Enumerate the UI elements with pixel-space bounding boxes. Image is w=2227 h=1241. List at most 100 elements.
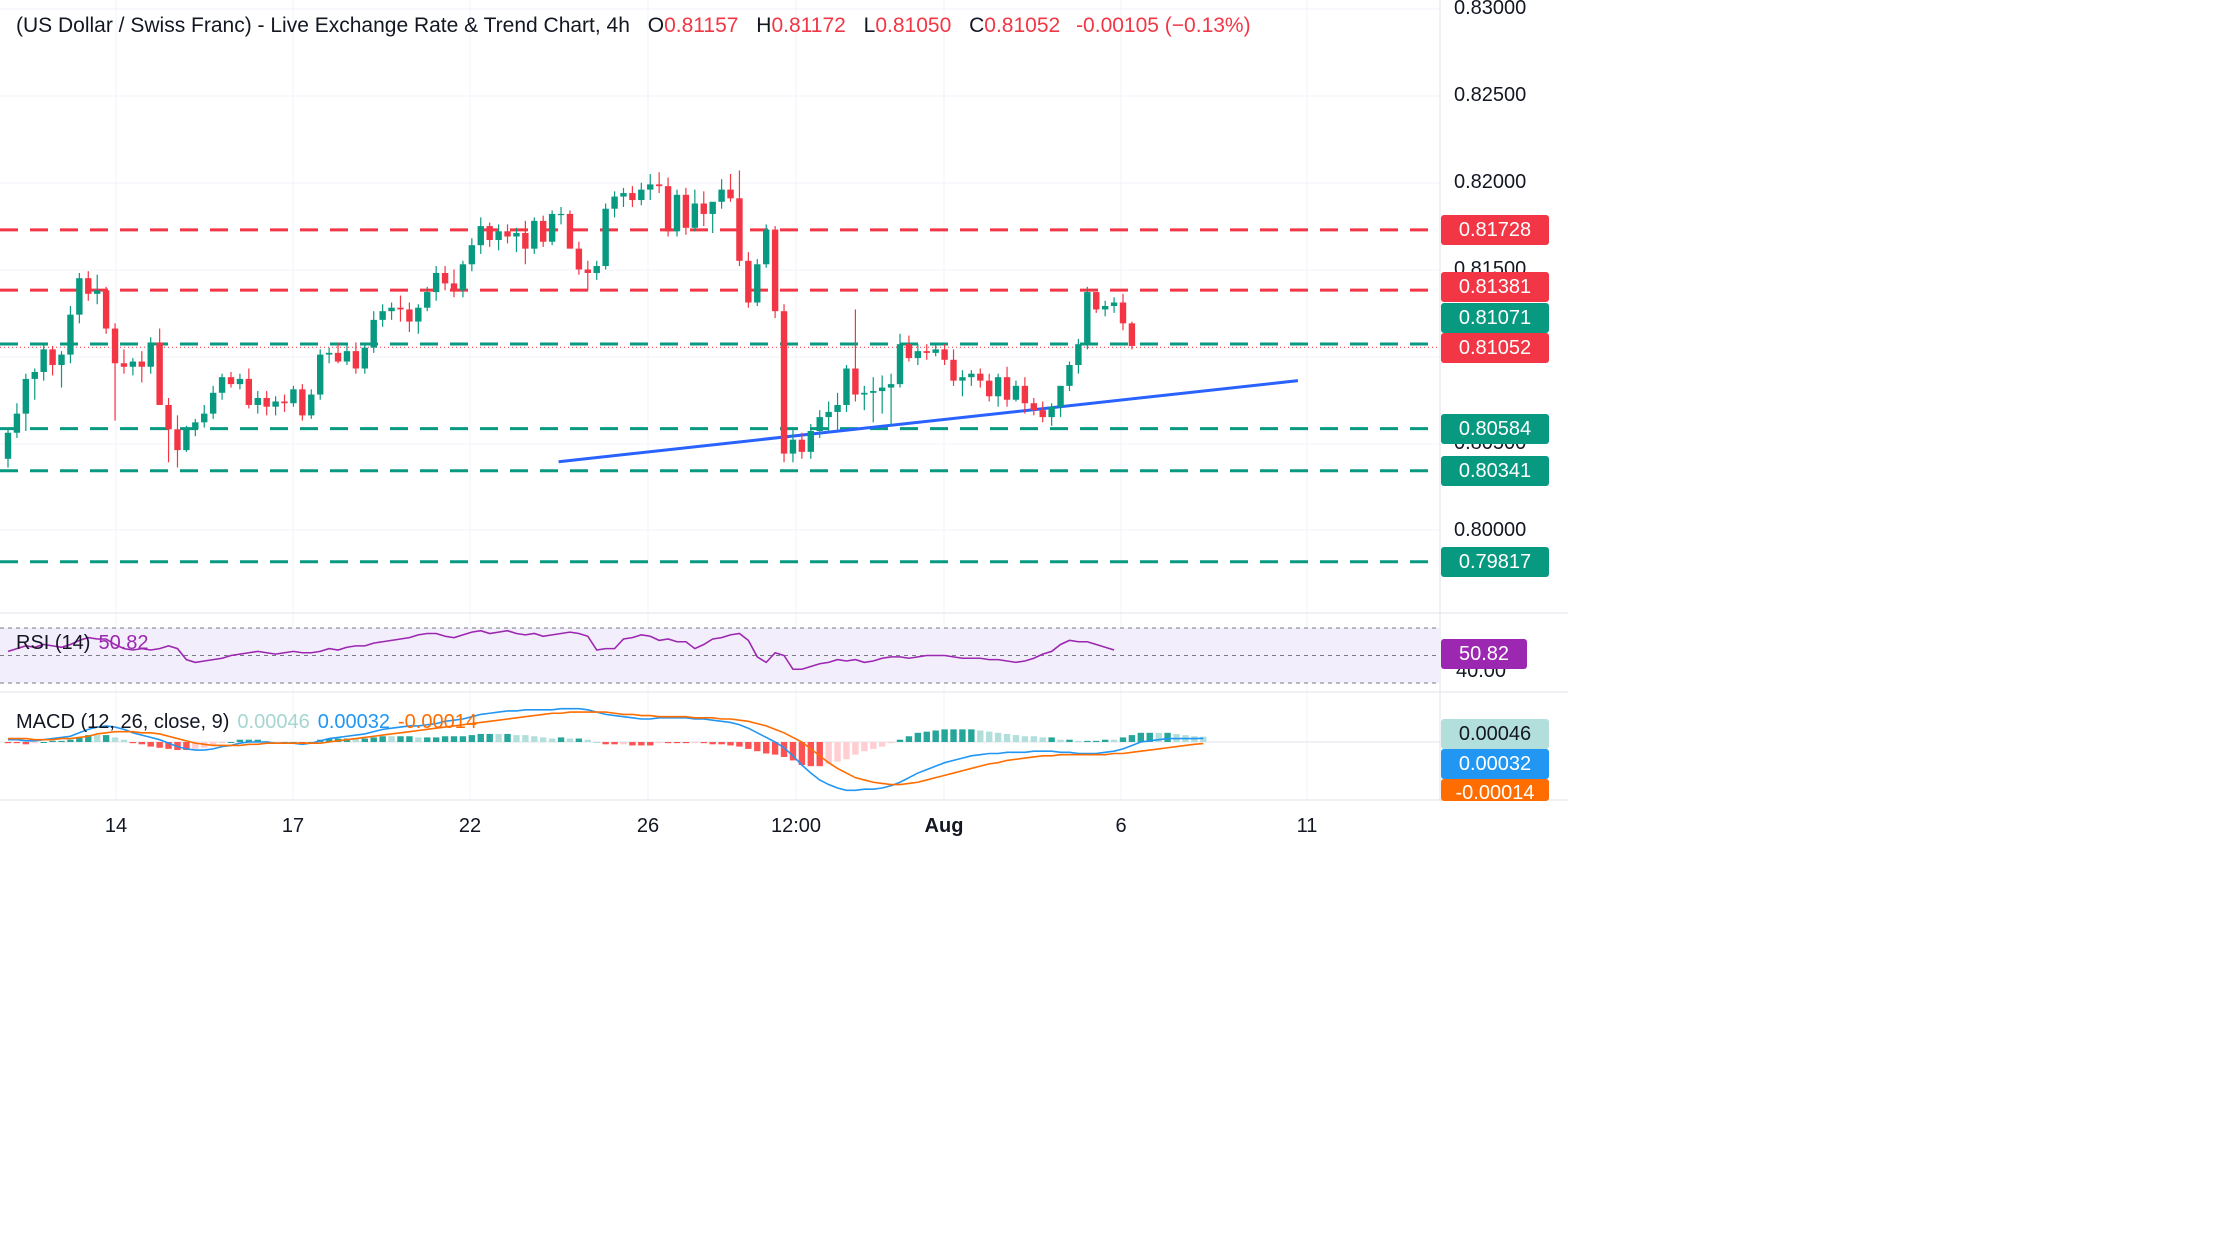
macd-histogram-bar-118 (1057, 739, 1064, 742)
candle-body-121 (1084, 292, 1091, 345)
candle-body-81 (727, 189, 734, 199)
macd-histogram-bar-94 (843, 742, 850, 760)
macd-signal-value: -0.00014 (398, 711, 477, 733)
candle-body-55 (495, 231, 502, 240)
candle-body-88 (789, 439, 797, 454)
macd-histogram-bar-99 (887, 742, 895, 744)
candle-body-84 (754, 264, 761, 303)
rsi-band (0, 627, 1440, 684)
chart-header: (US Dollar / Swiss Franc) - Live Exchang… (16, 14, 1251, 38)
candle-body-57 (513, 233, 520, 237)
candle-body-95 (852, 368, 859, 395)
level-tag-0.80584: 0.80584 (1441, 414, 1549, 444)
macd-histogram-bar-46 (415, 737, 422, 742)
candle-body-11 (102, 290, 110, 329)
candle-body-18 (165, 404, 172, 430)
macd-title: MACD (12, 26, close, 9) (16, 711, 230, 733)
candle-body-43 (388, 307, 395, 312)
candle-body-72 (647, 184, 654, 190)
macd-histogram-value: 0.00046 (237, 711, 310, 733)
macd-histogram-bar-9 (85, 735, 92, 742)
macd-histogram-bar-74 (664, 742, 672, 744)
candle-body-47 (424, 292, 431, 308)
macd-histogram-bar-72 (647, 742, 654, 746)
x-tick-14: 14 (104, 815, 128, 837)
macd-histogram-bar-102 (914, 732, 922, 742)
low-label: L (863, 14, 876, 37)
candle-body-109 (977, 373, 984, 381)
macd-histogram-bar-91 (816, 742, 823, 767)
macd-label: MACD (12, 26, close, 9) 0.00046 0.00032 -0.… (16, 711, 477, 734)
candle-body-93 (834, 404, 841, 412)
macd-histogram-bar-59 (531, 736, 538, 742)
macd-histogram-bar-117 (1048, 737, 1055, 742)
macd-histogram-bar-42 (379, 736, 386, 742)
candle-body-87 (780, 311, 788, 454)
chart-canvas (0, 0, 1568, 801)
candle-body-90 (807, 431, 814, 452)
candle-body-24 (218, 377, 226, 393)
macd-histogram-bar-66 (593, 742, 600, 743)
candle-body-75 (673, 194, 681, 232)
rsi-value: 50.82 (98, 632, 149, 654)
candle-body-12 (111, 328, 119, 364)
candle-body-7 (67, 314, 74, 355)
macd-histogram-tag: 0.00046 (1441, 719, 1549, 749)
candle-body-29 (263, 398, 270, 407)
close-label: C (969, 14, 985, 37)
candle-body-42 (379, 311, 386, 320)
candle-body-117 (1048, 406, 1055, 418)
macd-histogram-bar-76 (682, 742, 690, 744)
macd-histogram-bar-125 (1119, 737, 1127, 742)
macd-histogram-bar-105 (941, 729, 948, 742)
macd-histogram-bar-64 (575, 738, 583, 742)
macd-histogram-bar-97 (870, 742, 877, 749)
candle-body-63 (566, 213, 574, 249)
ascending-trendline (558, 379, 1299, 464)
macd-histogram-bar-130 (1164, 732, 1171, 742)
candle-body-16 (147, 342, 154, 367)
macd-histogram-bar-93 (834, 742, 841, 762)
candle-body-124 (1110, 302, 1118, 306)
level-tag-0.79817: 0.79817 (1441, 547, 1549, 577)
macd-histogram-bar-87 (780, 742, 788, 757)
macd-histogram-bar-95 (852, 742, 859, 755)
macd-histogram-bar-115 (1030, 736, 1037, 742)
candle-body-62 (557, 213, 565, 216)
candle-body-76 (682, 194, 690, 228)
candle-body-45 (406, 309, 413, 322)
macd-histogram-bar-0 (4, 742, 12, 744)
x-tick-26: 26 (636, 815, 660, 837)
macd-histogram-bar-57 (513, 735, 520, 742)
candle-body-33 (299, 389, 306, 416)
macd-histogram-bar-3 (31, 742, 38, 744)
candle-body-44 (397, 307, 404, 310)
candle-body-46 (415, 307, 422, 322)
candle-body-74 (664, 186, 672, 232)
candle-body-64 (575, 248, 583, 270)
candle-body-123 (1101, 305, 1109, 310)
macd-histogram-bar-82 (736, 742, 743, 747)
macd-histogram-bar-100 (896, 739, 904, 742)
macd-histogram-bar-7 (67, 739, 74, 742)
price-tick-0.82500: 0.82500 (1454, 84, 1527, 106)
macd-line-value: 0.00032 (317, 711, 391, 733)
candle-body-41 (370, 319, 377, 348)
candle-body-102 (914, 351, 922, 359)
candle-body-31 (281, 401, 288, 404)
macd-histogram-bar-89 (798, 742, 806, 765)
candle-body-0 (4, 432, 12, 459)
macd-histogram-bar-26 (236, 739, 244, 742)
horizontal-levels (0, 228, 1440, 564)
candle-body-119 (1066, 365, 1073, 386)
rsi-title: RSI (14) (16, 632, 91, 654)
macd-histogram-bar-54 (486, 733, 493, 742)
candle-body-38 (343, 351, 351, 362)
macd-histogram-bar-116 (1039, 737, 1046, 742)
candle-body-2 (22, 378, 30, 414)
candle-body-28 (254, 398, 261, 405)
candle-body-1 (13, 413, 21, 433)
macd-histogram-bar-69 (620, 742, 627, 745)
macd-histogram-bar-16 (147, 742, 154, 747)
candle-body-80 (718, 189, 725, 202)
